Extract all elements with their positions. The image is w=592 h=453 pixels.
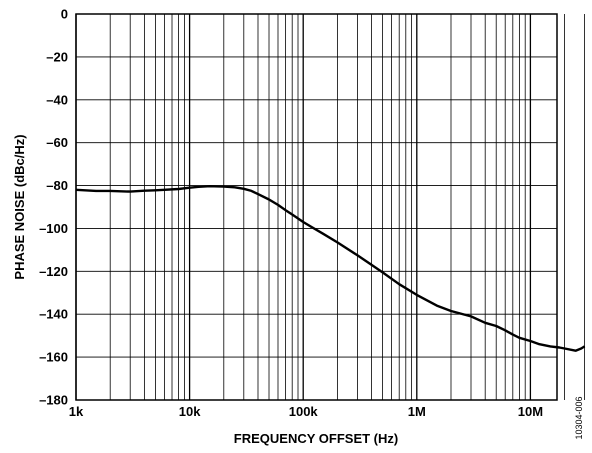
y-tick-label: –80 <box>46 178 68 193</box>
y-tick-label: –120 <box>39 264 68 279</box>
x-axis-title: FREQUENCY OFFSET (Hz) <box>234 431 398 446</box>
y-tick-label: –100 <box>39 221 68 236</box>
y-tick-labels: 0 –20 –40 –60 –80 –100 –120 –140 –160 –180 <box>39 7 68 408</box>
y-tick-label: –180 <box>39 393 68 408</box>
grid-lines <box>75 13 586 401</box>
x-tick-label: 100k <box>289 404 319 419</box>
x-tick-label: 10k <box>179 404 201 419</box>
plot-frame <box>75 13 558 401</box>
y-tick-label: –40 <box>46 92 68 107</box>
x-tick-label: 1M <box>408 404 426 419</box>
y-tick-label: –20 <box>46 49 68 64</box>
y-tick-label: –160 <box>39 350 68 365</box>
figure-id: 10304-006 <box>574 396 584 439</box>
x-tick-label: 1k <box>69 404 84 419</box>
y-tick-label: –140 <box>39 307 68 322</box>
phase-noise-line <box>75 185 586 352</box>
y-tick-label: 0 <box>61 7 68 22</box>
y-tick-label: –60 <box>46 135 68 150</box>
x-tick-label: 10M <box>518 404 543 419</box>
y-axis-title: PHASE NOISE (dBc/Hz) <box>12 134 27 279</box>
x-tick-labels: 1k 10k 100k 1M 10M <box>69 404 543 419</box>
